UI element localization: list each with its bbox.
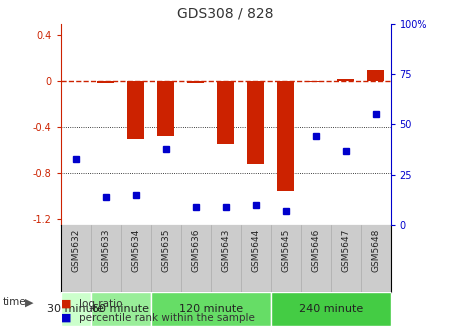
Text: 120 minute: 120 minute: [179, 304, 242, 314]
Text: GSM5647: GSM5647: [341, 228, 350, 272]
Text: GSM5636: GSM5636: [191, 228, 200, 272]
Text: ▶: ▶: [25, 297, 33, 307]
Text: 240 minute: 240 minute: [299, 304, 363, 314]
Text: time: time: [2, 297, 26, 307]
Text: 30 minute: 30 minute: [47, 304, 104, 314]
Text: GSM5632: GSM5632: [71, 228, 80, 272]
Bar: [308, 81, 324, 82]
Text: GSM5644: GSM5644: [251, 228, 260, 272]
Title: GDS308 / 828: GDS308 / 828: [177, 7, 274, 21]
Bar: [187, 81, 204, 83]
Text: percentile rank within the sample: percentile rank within the sample: [79, 312, 255, 323]
Bar: [337, 79, 354, 81]
Bar: [271, 292, 391, 326]
Text: log ratio: log ratio: [79, 299, 122, 309]
Bar: [247, 81, 264, 164]
Bar: [128, 81, 144, 139]
Bar: [97, 81, 114, 83]
Text: GSM5635: GSM5635: [161, 228, 170, 272]
Text: GSM5646: GSM5646: [311, 228, 320, 272]
Bar: [61, 292, 91, 326]
Text: ■: ■: [61, 299, 71, 309]
Bar: [217, 81, 234, 144]
Text: GSM5643: GSM5643: [221, 228, 230, 272]
Text: GSM5648: GSM5648: [371, 228, 380, 272]
Bar: [91, 292, 150, 326]
Text: GSM5645: GSM5645: [281, 228, 290, 272]
Bar: [277, 81, 294, 191]
Text: ■: ■: [61, 312, 71, 323]
Text: GSM5633: GSM5633: [101, 228, 110, 272]
Bar: [150, 292, 271, 326]
Text: 60 minute: 60 minute: [92, 304, 149, 314]
Bar: [367, 70, 384, 81]
Text: GSM5634: GSM5634: [131, 228, 140, 272]
Bar: [157, 81, 174, 136]
